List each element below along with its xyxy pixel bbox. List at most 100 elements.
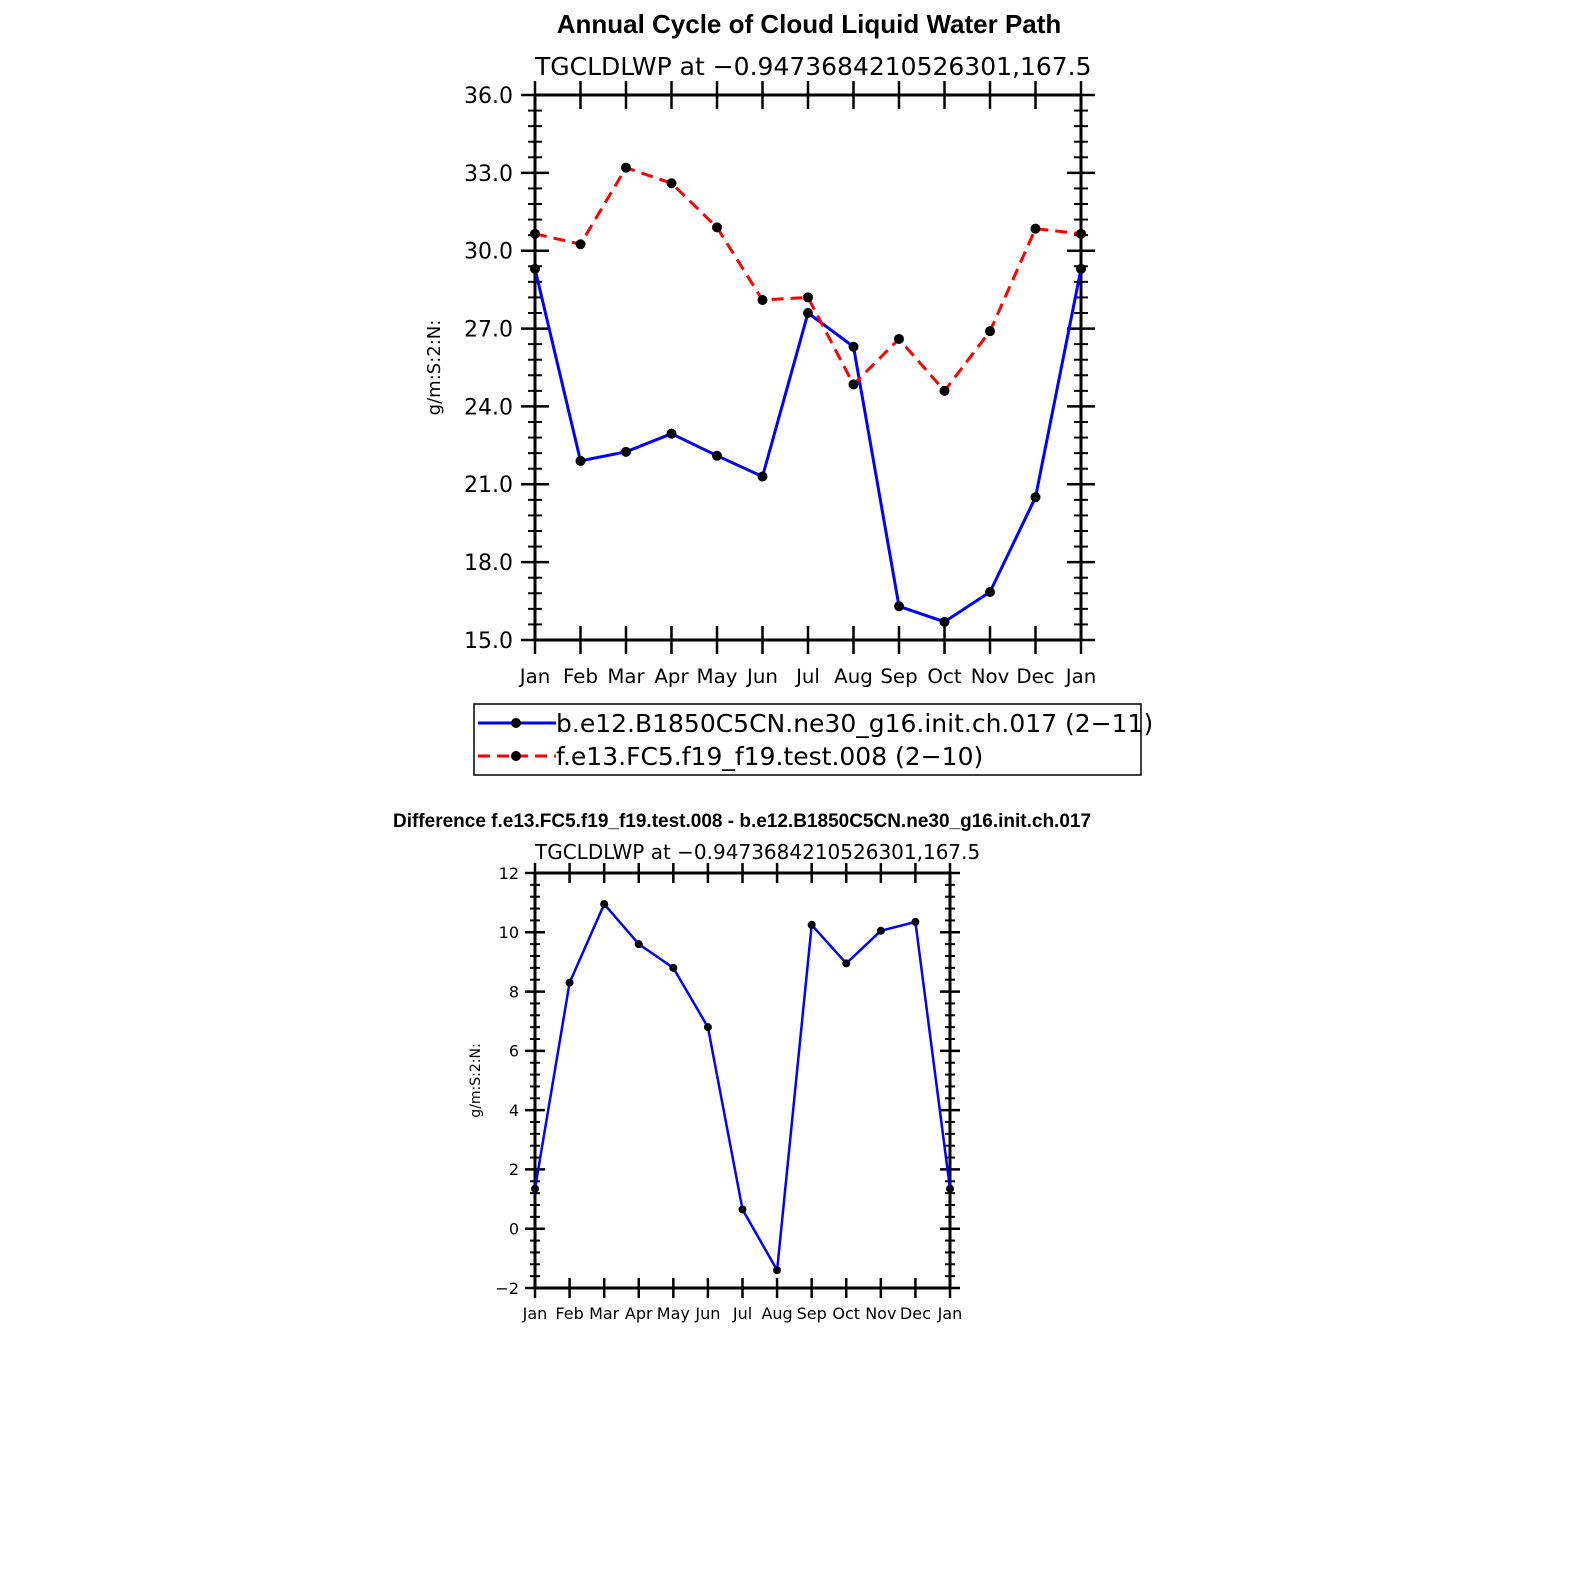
- x-tick-label: Mar: [607, 665, 645, 688]
- x-tick-label: Jan: [937, 1304, 963, 1323]
- x-tick-label: Oct: [832, 1304, 860, 1323]
- y-tick-label: 2: [509, 1160, 519, 1179]
- data-point: [939, 616, 950, 627]
- x-tick-label: Sep: [880, 665, 917, 688]
- x-tick-label: May: [697, 665, 738, 688]
- chart-subtitle: TGCLDLWP at −0.9473684210526301,167.5: [534, 52, 1092, 81]
- data-point: [666, 428, 677, 439]
- y-tick-label: 8: [509, 982, 519, 1001]
- data-point: [1030, 492, 1041, 503]
- x-tick-label: Nov: [865, 1304, 896, 1323]
- series-line-0: [533, 902, 952, 1272]
- data-point: [803, 292, 813, 303]
- data-point: [807, 920, 816, 929]
- chart-title: Difference f.e13.FC5.f19_f19.test.008 - …: [393, 811, 1091, 832]
- x-tick-label: Jul: [794, 665, 820, 688]
- data-point: [1076, 228, 1086, 239]
- data-point: [575, 455, 586, 466]
- data-point: [738, 1205, 747, 1214]
- legend-label-0: b.e12.B1850C5CN.ne30_g16.init.ch.017 (2−…: [556, 709, 1153, 738]
- y-tick-label: 4: [509, 1101, 519, 1120]
- data-point: [939, 385, 950, 396]
- data-point: [703, 1023, 712, 1032]
- x-tick-label: Feb: [563, 665, 598, 688]
- data-point: [848, 379, 859, 390]
- chart-subtitle: TGCLDLWP at −0.9473684210526301,167.5: [534, 840, 980, 864]
- x-tick-label: Jun: [694, 1304, 720, 1323]
- legend-marker: [511, 718, 521, 728]
- data-point: [712, 222, 722, 233]
- x-tick-label: Apr: [625, 1304, 653, 1323]
- x-tick-label: Jan: [522, 1304, 548, 1323]
- data-point: [575, 239, 586, 250]
- y-tick-label: 12: [499, 864, 519, 883]
- data-point: [600, 900, 609, 909]
- y-tick-label: −2: [495, 1279, 519, 1298]
- data-point: [531, 1184, 539, 1193]
- data-point: [876, 926, 885, 935]
- y-tick-label: 30.0: [464, 240, 513, 265]
- y-tick-label: 18.0: [464, 551, 513, 576]
- y-tick-label: 33.0: [464, 162, 513, 187]
- x-tick-label: Nov: [971, 665, 1010, 688]
- legend-marker: [511, 751, 521, 761]
- legend: b.e12.B1850C5CN.ne30_g16.init.ch.017 (2−…: [473, 703, 1153, 776]
- data-point: [894, 601, 904, 612]
- x-tick-label: Apr: [654, 665, 689, 688]
- x-tick-label: Jul: [732, 1304, 752, 1323]
- data-point: [565, 978, 574, 987]
- data-point: [666, 178, 677, 189]
- data-point: [894, 333, 904, 344]
- x-tick-label: May: [657, 1304, 690, 1323]
- data-point: [1076, 263, 1086, 274]
- x-tick-label: Aug: [761, 1304, 792, 1323]
- y-tick-label: 0: [509, 1219, 519, 1238]
- data-point: [712, 450, 722, 461]
- y-axis-label: g/m:S:2:N:: [468, 1043, 484, 1117]
- chart-annual-cycle: TGCLDLWP at −0.9473684210526301,167.5 g/m…: [424, 52, 1153, 776]
- data-point: [757, 471, 768, 482]
- y-tick-label: 15.0: [464, 629, 513, 654]
- data-point: [985, 586, 995, 597]
- y-tick-label: 24.0: [464, 395, 513, 420]
- data-point: [530, 263, 540, 274]
- data-point: [634, 940, 643, 949]
- figure-title: Annual Cycle of Cloud Liquid Water Path: [557, 9, 1062, 39]
- data-point: [911, 917, 920, 926]
- y-tick-label: 6: [509, 1042, 519, 1061]
- data-point: [946, 1184, 954, 1193]
- legend-label-1: f.e13.FC5.f19_f19.test.008 (2−10): [556, 742, 983, 771]
- y-tick-label: 21.0: [464, 473, 513, 498]
- x-tick-label: Dec: [1016, 665, 1054, 688]
- plot-frame: [533, 93, 1083, 642]
- x-tick-label: Sep: [797, 1304, 827, 1323]
- y-tick-label: 10: [499, 923, 519, 942]
- legend-box: [473, 703, 1142, 776]
- x-tick-label: Dec: [900, 1304, 931, 1323]
- data-point: [1030, 223, 1041, 234]
- data-point: [803, 308, 813, 318]
- data-point: [530, 228, 540, 239]
- series-line-0: [533, 268, 1083, 624]
- data-point: [621, 446, 631, 457]
- data-point: [669, 963, 678, 972]
- data-point: [842, 959, 851, 968]
- x-tick-label: Mar: [589, 1304, 620, 1323]
- data-point: [757, 295, 768, 306]
- data-point: [621, 162, 631, 173]
- x-tick-label: Jan: [518, 665, 551, 688]
- series-line-1: [534, 166, 1082, 393]
- x-tick-label: Jun: [745, 665, 778, 688]
- y-tick-label: 36.0: [464, 84, 513, 109]
- y-tick-label: 27.0: [464, 317, 513, 342]
- chart-difference: Difference f.e13.FC5.f19_f19.test.008 - …: [393, 811, 1091, 1323]
- plot-frame: [533, 871, 952, 1290]
- data-point: [773, 1266, 782, 1275]
- x-tick-label: Aug: [834, 665, 873, 688]
- x-tick-label: Jan: [1064, 665, 1097, 688]
- data-point: [848, 341, 859, 352]
- data-point: [985, 326, 995, 337]
- x-tick-label: Feb: [555, 1304, 583, 1323]
- y-axis-label: g/m:S:2:N:: [424, 320, 445, 416]
